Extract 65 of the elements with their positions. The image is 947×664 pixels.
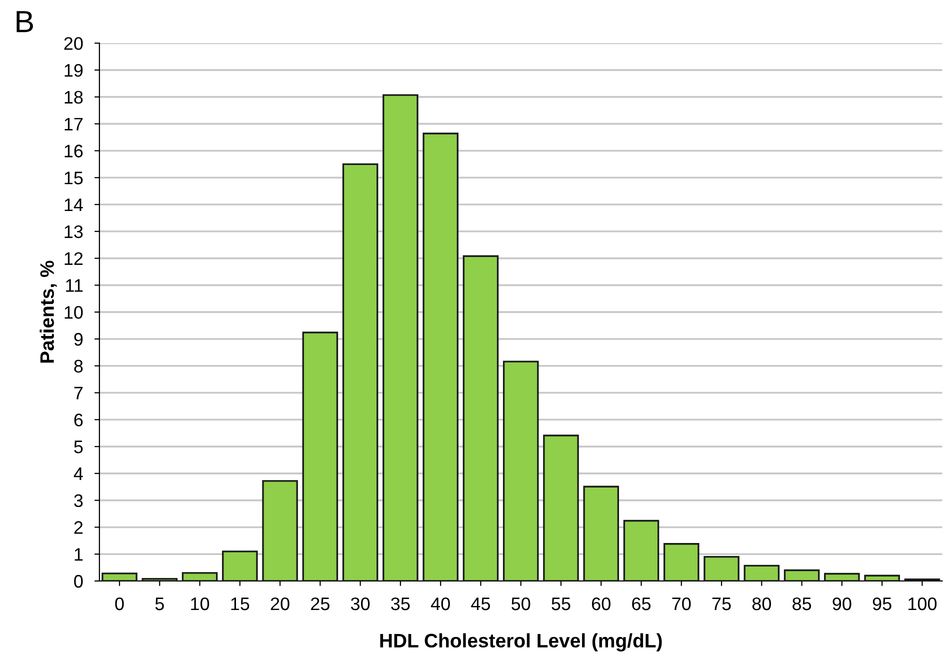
y-tick-label: 7: [74, 386, 83, 400]
y-tick-label: 8: [74, 360, 83, 373]
x-tick-label: 40: [430, 597, 450, 610]
bar: [784, 569, 820, 581]
text: B: [16, 11, 33, 32]
bar: [462, 255, 499, 581]
bar: [583, 486, 620, 581]
y-tick-label: 9: [74, 332, 83, 346]
bar: [182, 572, 218, 581]
x-axis-title: HDL Cholesterol Level (mg/dL): [380, 633, 662, 652]
y-tick-label: 13: [64, 225, 83, 238]
bar: [262, 480, 298, 581]
x-tick-label: 70: [672, 597, 691, 610]
bar: [382, 94, 418, 581]
x-tick-label: 90: [832, 597, 852, 610]
x-tick-label: 25: [311, 597, 330, 610]
y-tick-label: 16: [64, 144, 83, 158]
y-tick-label: 10: [64, 306, 83, 319]
bar: [623, 520, 660, 581]
x-tick-label: 20: [270, 597, 290, 610]
x-tick-label: 80: [752, 597, 771, 610]
bar: [502, 360, 539, 581]
bar: [102, 572, 138, 581]
bar: [704, 556, 740, 581]
bar: [422, 132, 458, 581]
y-tick-label: 2: [74, 521, 83, 534]
x-tick-label: 85: [792, 597, 812, 610]
y-axis-title: Patients, %: [40, 260, 57, 363]
y-tick-label: 11: [66, 279, 83, 292]
x-tick-label: 75: [712, 598, 731, 610]
y-tick-label: 1: [74, 548, 83, 561]
x-tick-label: 50: [512, 597, 530, 610]
x-tick-label: 0: [115, 597, 124, 610]
y-tick-label: 19: [64, 64, 83, 77]
x-tick-label: 35: [391, 597, 410, 610]
y-tick-label: 17: [64, 118, 83, 130]
x-tick-label: 45: [471, 598, 490, 610]
bar: [222, 550, 258, 581]
y-tick-label: 0: [74, 574, 83, 588]
bar: [142, 578, 178, 581]
x-tick-label: 15: [231, 598, 250, 610]
y-tick-label: 5: [74, 440, 83, 454]
x-tick-label: 10: [191, 597, 210, 610]
x-tick-label: 30: [350, 597, 370, 610]
bar: [302, 332, 338, 581]
y-tick-label: 12: [64, 252, 83, 265]
bar: [864, 574, 900, 581]
x-tick-label: 5: [155, 598, 164, 610]
y-tick-label: 14: [64, 198, 83, 212]
x-tick-label: 65: [632, 597, 651, 610]
y-tick-label: 6: [74, 414, 83, 426]
y-tick-label: 18: [64, 90, 83, 104]
bar: [824, 572, 860, 581]
y-tick-label: 3: [74, 494, 83, 508]
bar: [342, 163, 378, 581]
x-tick-label: 60: [592, 597, 610, 610]
y-tick-label: 15: [64, 172, 83, 184]
bar: [744, 564, 780, 581]
bar: [543, 434, 579, 581]
bar: [663, 543, 700, 581]
x-tick-label: 100: [908, 597, 937, 610]
y-tick-label: 4: [74, 468, 83, 480]
x-tick-label: 55: [552, 598, 570, 610]
y-tick-label: 20: [64, 37, 83, 50]
x-tick-label: 95: [872, 597, 892, 610]
